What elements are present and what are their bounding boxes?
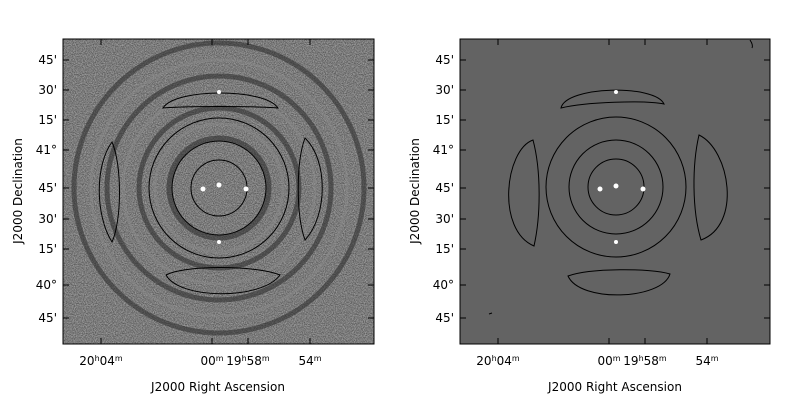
y-tick-label: 45'	[38, 53, 57, 67]
y-tick-label: 45'	[38, 311, 57, 325]
right-image	[460, 39, 770, 344]
source-west	[200, 186, 206, 192]
right-sources	[597, 90, 646, 244]
source-east	[243, 186, 249, 192]
y-tick-label: 30'	[38, 83, 57, 97]
right-y-axis-label: J2000 Declination	[408, 138, 422, 245]
y-tick-label: 30'	[38, 212, 57, 226]
y-tick-label: 30'	[435, 212, 454, 226]
left-x-tick-labels: 20h04m 00m 19h58m 54m	[79, 354, 321, 369]
left-contours	[98, 92, 323, 295]
left-x-axis-label: J2000 Right Ascension	[150, 380, 285, 394]
x-tick-label: 20h04m	[476, 354, 520, 369]
right-x-axis-label: J2000 Right Ascension	[547, 380, 682, 394]
source-south	[217, 240, 221, 244]
y-tick-label: 15'	[38, 242, 57, 256]
right-y-tick-labels: 45' 30' 15' 41° 45' 30' 15' 40° 45'	[433, 53, 454, 325]
y-tick-label: 15'	[38, 113, 57, 127]
x-tick-label: 20h04m	[79, 354, 123, 369]
source-west	[597, 186, 603, 192]
x-tick-label: 19h58m	[623, 354, 667, 369]
left-ticks	[63, 39, 374, 344]
source-north	[614, 90, 618, 94]
right-ticks	[460, 39, 770, 344]
left-image	[63, 39, 374, 344]
y-tick-label: 15'	[435, 242, 454, 256]
x-tick-label: 00m	[200, 354, 223, 369]
y-tick-label: 45'	[435, 53, 454, 67]
x-tick-label: 54m	[695, 354, 718, 369]
left-y-tick-labels: 45' 30' 15' 41° 45' 30' 15' 40° 45'	[36, 53, 57, 325]
y-tick-label: 30'	[435, 83, 454, 97]
left-frame	[62, 38, 375, 345]
right-panel: 45' 30' 15' 41° 45' 30' 15' 40° 45' 20h04m 00m 19h…	[408, 38, 771, 394]
y-tick-label: 40°	[36, 278, 57, 292]
source-south	[614, 240, 618, 244]
source-north	[217, 90, 221, 94]
y-tick-label: 45'	[435, 311, 454, 325]
right-x-tick-labels: 20h04m 00m 19h58m 54m	[476, 354, 718, 369]
right-frame	[459, 38, 771, 345]
source-center	[216, 182, 222, 188]
left-panel: 45' 30' 15' 41° 45' 30' 15' 40° 45' 20h04m 00m 19h…	[11, 38, 375, 394]
y-tick-label: 41°	[36, 143, 57, 157]
y-tick-label: 45'	[435, 181, 454, 195]
x-tick-label: 00m	[597, 354, 620, 369]
x-tick-label: 54m	[298, 354, 321, 369]
y-tick-label: 41°	[433, 143, 454, 157]
y-tick-label: 40°	[433, 278, 454, 292]
y-tick-label: 15'	[435, 113, 454, 127]
source-east	[640, 186, 646, 192]
source-center	[613, 183, 619, 189]
left-y-axis-label: J2000 Declination	[11, 138, 25, 245]
x-tick-label: 19h58m	[226, 354, 270, 369]
left-sources	[200, 90, 249, 244]
y-tick-label: 45'	[38, 181, 57, 195]
